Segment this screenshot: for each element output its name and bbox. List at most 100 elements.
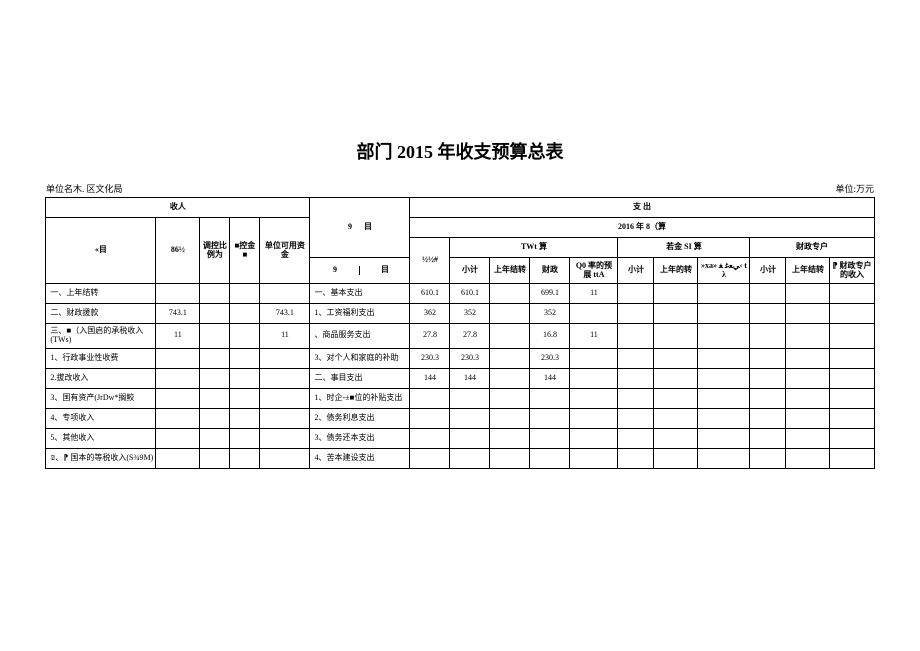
table-cell xyxy=(654,448,698,468)
table-cell xyxy=(156,408,200,428)
table-cell: 5、其他收入 xyxy=(46,428,156,448)
header-cz: 财政专户 xyxy=(750,238,874,258)
table-row: 二、财政援款743.1743.11、工资福利支出362352352 xyxy=(46,304,874,324)
table-cell xyxy=(618,348,654,368)
table-cell xyxy=(410,428,450,448)
table-cell xyxy=(230,368,260,388)
table-cell xyxy=(830,448,874,468)
table-cell xyxy=(654,408,698,428)
header-tw: TWt 算 xyxy=(450,238,618,258)
table-cell xyxy=(200,284,230,304)
table-row: 4、专项收入 2、债务利息支出 xyxy=(46,408,874,428)
table-cell: 3、对个人和家庭的补助 xyxy=(310,348,410,368)
table-cell xyxy=(200,428,230,448)
header-cz-sub: 小计 xyxy=(750,258,786,284)
table-cell: 610.1 xyxy=(450,284,490,304)
table-cell xyxy=(786,388,830,408)
table-cell: 、商品服务支出 xyxy=(310,324,410,349)
table-cell: 1、工资福利支出 xyxy=(310,304,410,324)
table-cell xyxy=(200,448,230,468)
table-cell xyxy=(230,324,260,349)
table-cell xyxy=(786,284,830,304)
table-cell xyxy=(530,428,570,448)
table-cell xyxy=(750,368,786,388)
table-cell: 4、专项收入 xyxy=(46,408,156,428)
table-cell xyxy=(490,408,530,428)
table-cell xyxy=(450,448,490,468)
header-col1: «目 xyxy=(46,218,156,284)
table-cell xyxy=(830,368,874,388)
table-cell xyxy=(786,368,830,388)
table-cell xyxy=(200,348,230,368)
unit-label: 单位名木. 区文化局 xyxy=(46,182,123,195)
table-cell xyxy=(830,324,874,349)
header-pct: ½½# xyxy=(410,238,450,284)
table-cell xyxy=(654,388,698,408)
table-row: 一、上年结转一、基本支出610.1610.1699.111 xyxy=(46,284,874,304)
table-cell xyxy=(570,368,618,388)
table-cell xyxy=(618,304,654,324)
header-jj: 若金 SI 算 xyxy=(618,238,750,258)
table-cell: 2.拔改收入 xyxy=(46,368,156,388)
header-col4: ■控金■ xyxy=(230,218,260,284)
table-cell xyxy=(156,428,200,448)
table-row: ₪、⁋ 国本的等税收入(S¾9M)4、苦本建设支出 xyxy=(46,448,874,468)
table-cell xyxy=(450,388,490,408)
table-cell xyxy=(490,388,530,408)
table-cell xyxy=(618,408,654,428)
table-cell xyxy=(200,408,230,428)
table-cell xyxy=(698,348,750,368)
table-cell xyxy=(570,388,618,408)
table-cell xyxy=(230,428,260,448)
table-cell xyxy=(156,388,200,408)
header-col3: 调控比例为 xyxy=(200,218,230,284)
table-cell xyxy=(490,324,530,349)
header-proj-b2: 目 xyxy=(360,266,409,275)
header-income: 收人 xyxy=(46,198,310,218)
table-cell: 二、财政援款 xyxy=(46,304,156,324)
table-cell xyxy=(618,388,654,408)
table-cell xyxy=(698,408,750,428)
budget-table: 收人 9 目 支 出 «目 86½ 调控比例为 ■控金■ 单位可用资金 2016… xyxy=(45,197,874,469)
table-cell xyxy=(830,388,874,408)
table-cell xyxy=(410,408,450,428)
table-cell xyxy=(698,304,750,324)
table-cell xyxy=(200,388,230,408)
table-cell xyxy=(654,368,698,388)
table-cell xyxy=(750,324,786,349)
header-tw-carry: 上年结转 xyxy=(490,258,530,284)
table-cell: 743.1 xyxy=(156,304,200,324)
table-cell: 27.8 xyxy=(450,324,490,349)
table-cell: 230.3 xyxy=(410,348,450,368)
table-cell xyxy=(698,388,750,408)
table-cell xyxy=(570,448,618,468)
table-cell xyxy=(786,324,830,349)
table-cell xyxy=(750,284,786,304)
table-cell: 610.1 xyxy=(410,284,450,304)
table-cell xyxy=(260,408,310,428)
table-cell: 三、■（入国启的承税收入(TWs) xyxy=(46,324,156,349)
table-cell: 2、债务利息支出 xyxy=(310,408,410,428)
table-cell xyxy=(830,408,874,428)
table-cell xyxy=(570,408,618,428)
table-cell xyxy=(570,348,618,368)
header-tw-sub: 小计 xyxy=(450,258,490,284)
table-cell: 11 xyxy=(570,284,618,304)
table-row: 三、■（入国启的承税收入(TWs)1111、商品服务支出27.827.816.8… xyxy=(46,324,874,349)
table-cell xyxy=(786,408,830,428)
table-cell xyxy=(698,428,750,448)
table-cell xyxy=(750,428,786,448)
table-cell xyxy=(698,284,750,304)
table-cell xyxy=(750,448,786,468)
table-cell: 二、事目支出 xyxy=(310,368,410,388)
table-cell xyxy=(410,448,450,468)
table-cell: 11 xyxy=(570,324,618,349)
table-cell xyxy=(750,304,786,324)
header-tw-fiscal: 财政 xyxy=(530,258,570,284)
table-row: 3、国有资产(JrDw*搁鲛1、时企-±■位的补贴支出 xyxy=(46,388,874,408)
table-cell: 3、国有资产(JrDw*搁鲛 xyxy=(46,388,156,408)
table-cell xyxy=(698,324,750,349)
table-cell: 4、苦本建设支出 xyxy=(310,448,410,468)
table-cell xyxy=(786,348,830,368)
table-cell xyxy=(260,284,310,304)
